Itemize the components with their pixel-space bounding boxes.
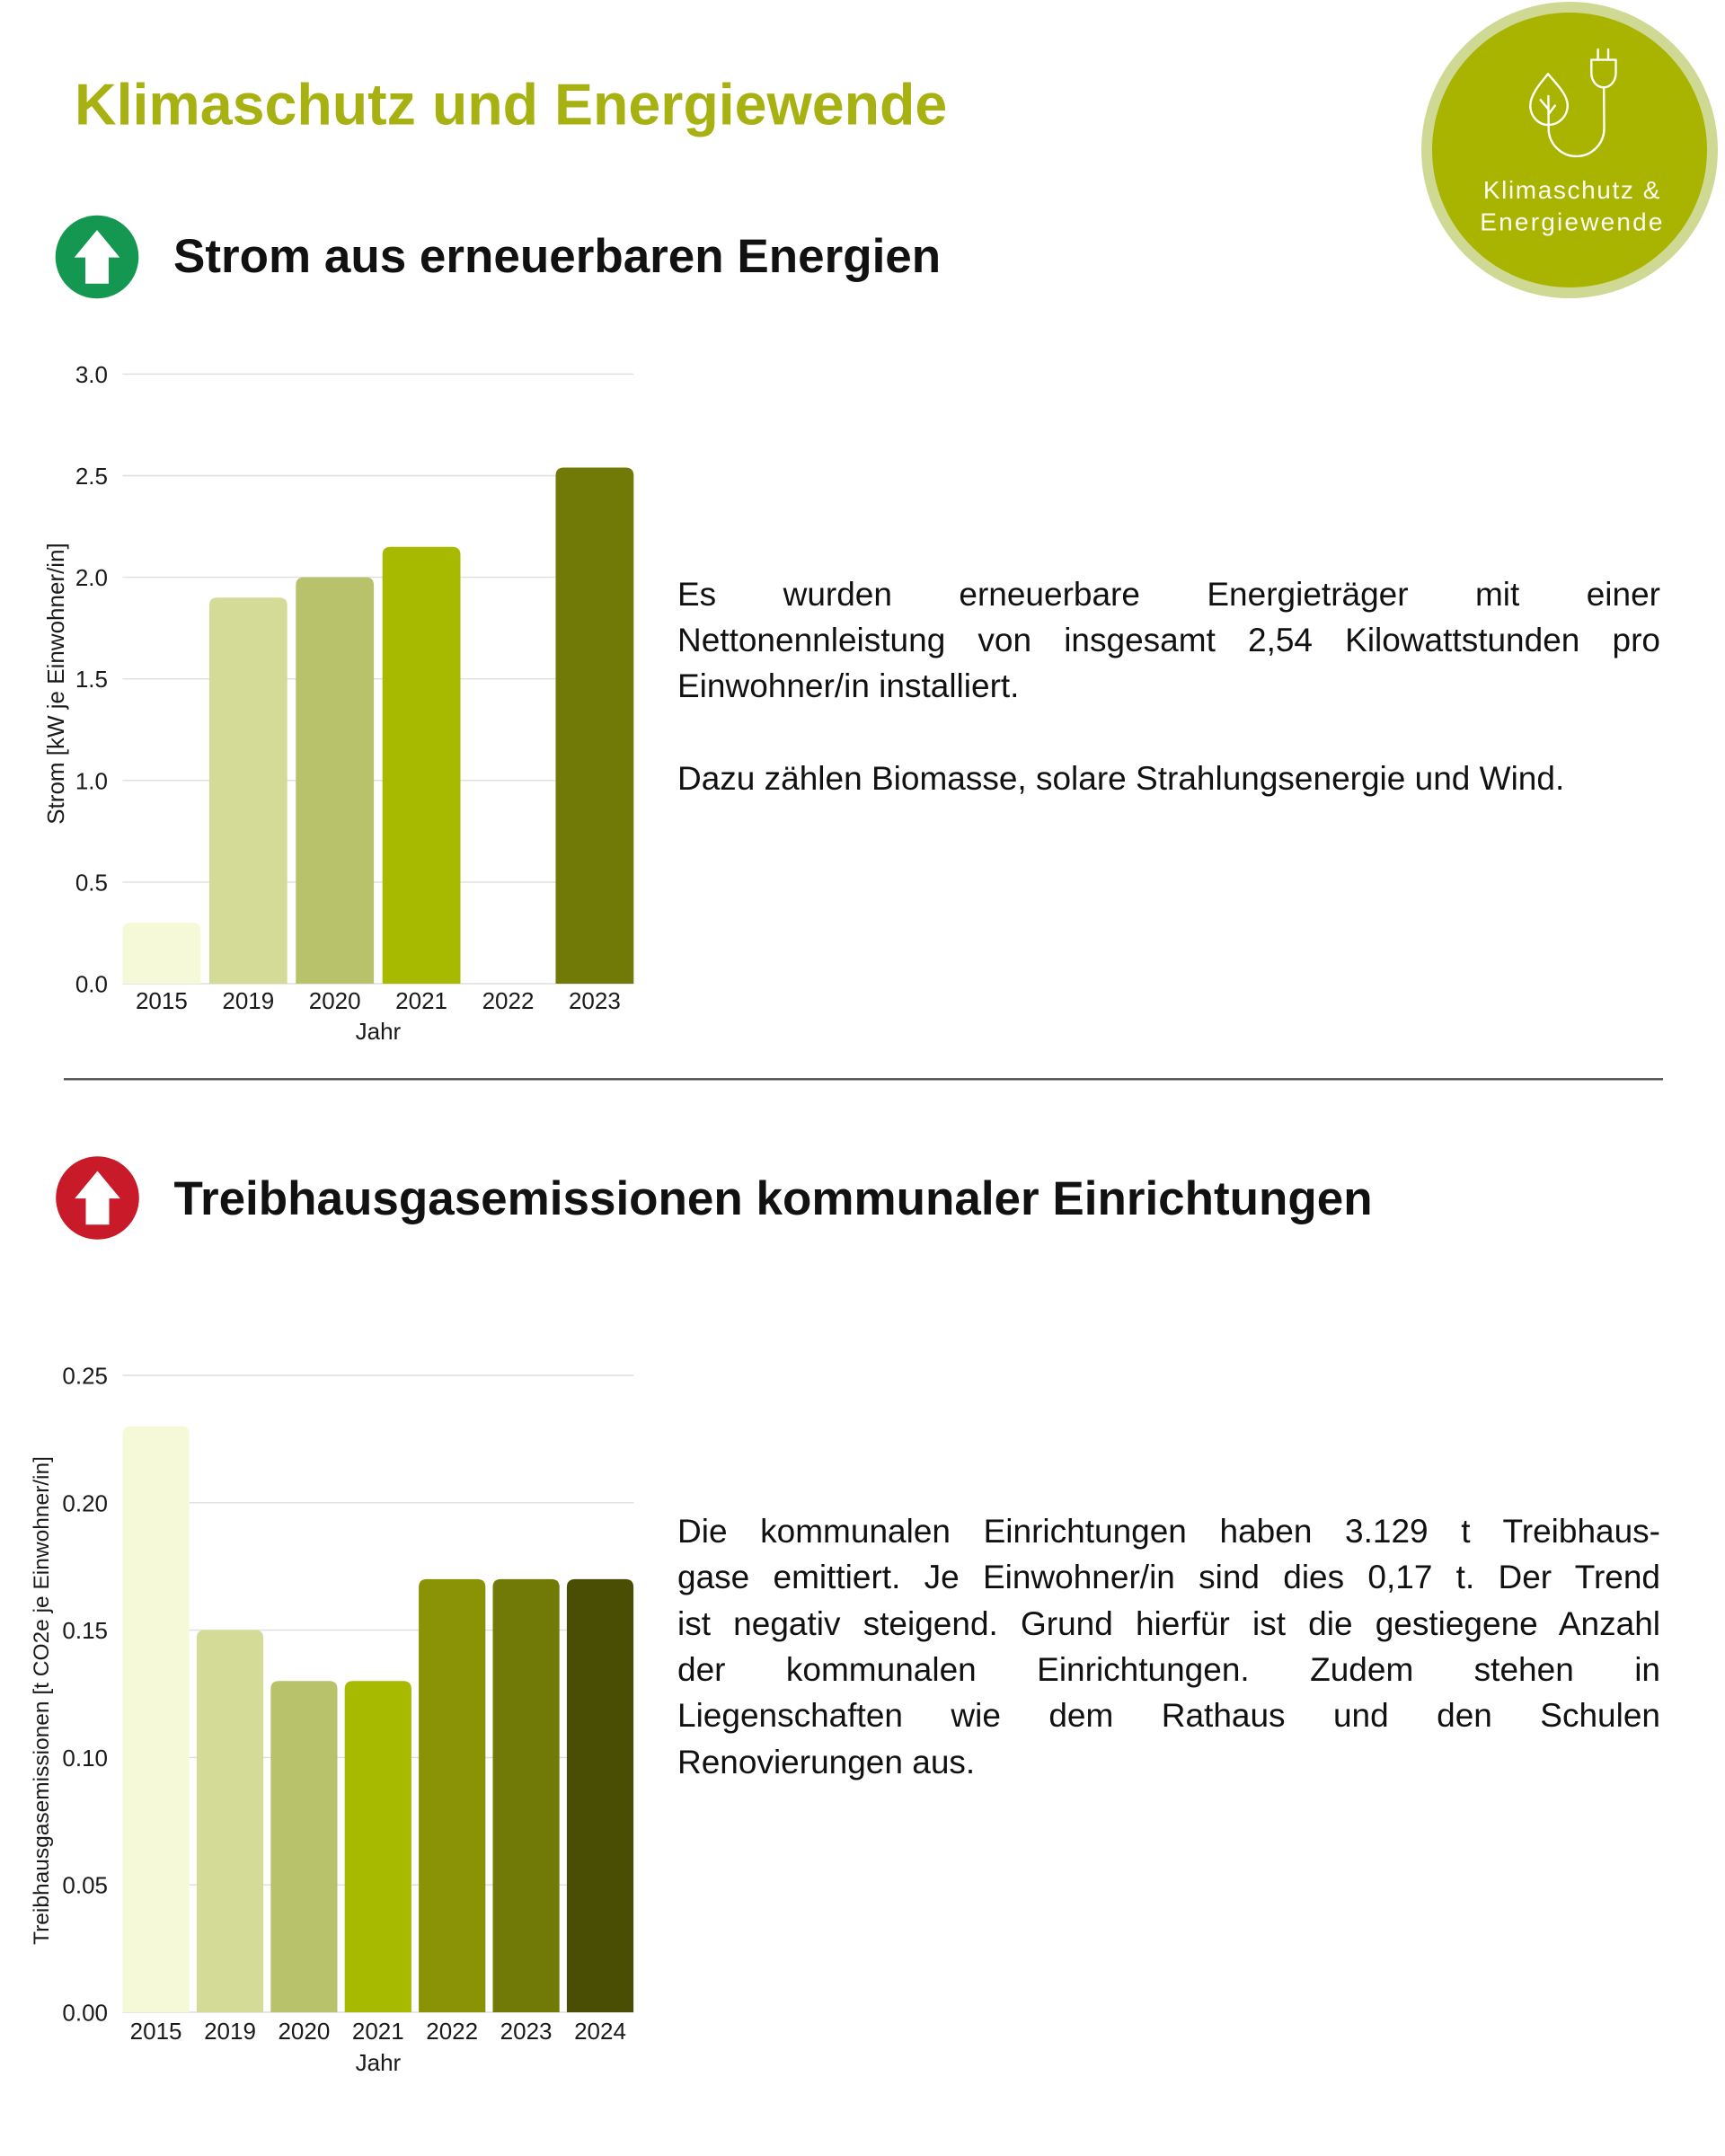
svg-text:2019: 2019 (204, 2018, 256, 2045)
svg-text:1.0: 1.0 (75, 767, 108, 794)
svg-text:0.0: 0.0 (75, 971, 108, 998)
svg-text:2.0: 2.0 (75, 564, 108, 591)
svg-text:2022: 2022 (426, 2018, 478, 2045)
svg-text:Treibhausgasemissionen kommuna: Treibhausgasemissionen kommunaler Einric… (174, 1172, 1373, 1225)
svg-text:1.5: 1.5 (75, 666, 108, 693)
svg-text:2021: 2021 (395, 987, 447, 1014)
svg-text:Energiewende: Energiewende (1480, 208, 1664, 235)
svg-text:Jahr: Jahr (356, 1018, 402, 1045)
svg-text:2023: 2023 (500, 2018, 553, 2045)
svg-text:Jahr: Jahr (356, 2049, 402, 2076)
svg-text:2023: 2023 (569, 987, 621, 1014)
svg-text:2015: 2015 (136, 987, 188, 1014)
svg-text:0.05: 0.05 (62, 1872, 108, 1899)
svg-text:2015: 2015 (130, 2018, 182, 2045)
svg-text:0.20: 0.20 (62, 1489, 108, 1516)
svg-text:2019: 2019 (222, 987, 274, 1014)
svg-text:Strom aus erneuerbaren Energie: Strom aus erneuerbaren Energien (173, 230, 941, 283)
svg-text:2.5: 2.5 (75, 463, 108, 490)
svg-text:2024: 2024 (574, 2018, 626, 2045)
svg-text:2022: 2022 (482, 987, 535, 1014)
svg-text:2020: 2020 (278, 2018, 330, 2045)
svg-text:0.10: 0.10 (62, 1745, 108, 1772)
svg-text:0.5: 0.5 (75, 869, 108, 896)
svg-text:2021: 2021 (352, 2018, 404, 2045)
svg-text:2020: 2020 (309, 987, 361, 1014)
svg-text:Klimaschutz &: Klimaschutz & (1483, 176, 1661, 204)
svg-text:0.00: 0.00 (62, 2000, 108, 2027)
svg-text:Treibhausgasemissionen [t CO2e: Treibhausgasemissionen [t CO2e je Einwoh… (30, 1456, 54, 1945)
svg-text:0.15: 0.15 (62, 1617, 108, 1644)
svg-text:0.25: 0.25 (62, 1363, 108, 1390)
svg-text:3.0: 3.0 (75, 361, 108, 388)
svg-text:Strom [kW je Einwohner/in]: Strom [kW je Einwohner/in] (42, 543, 69, 825)
svg-text:Klimaschutz und Energiewende: Klimaschutz und Energiewende (75, 73, 947, 137)
